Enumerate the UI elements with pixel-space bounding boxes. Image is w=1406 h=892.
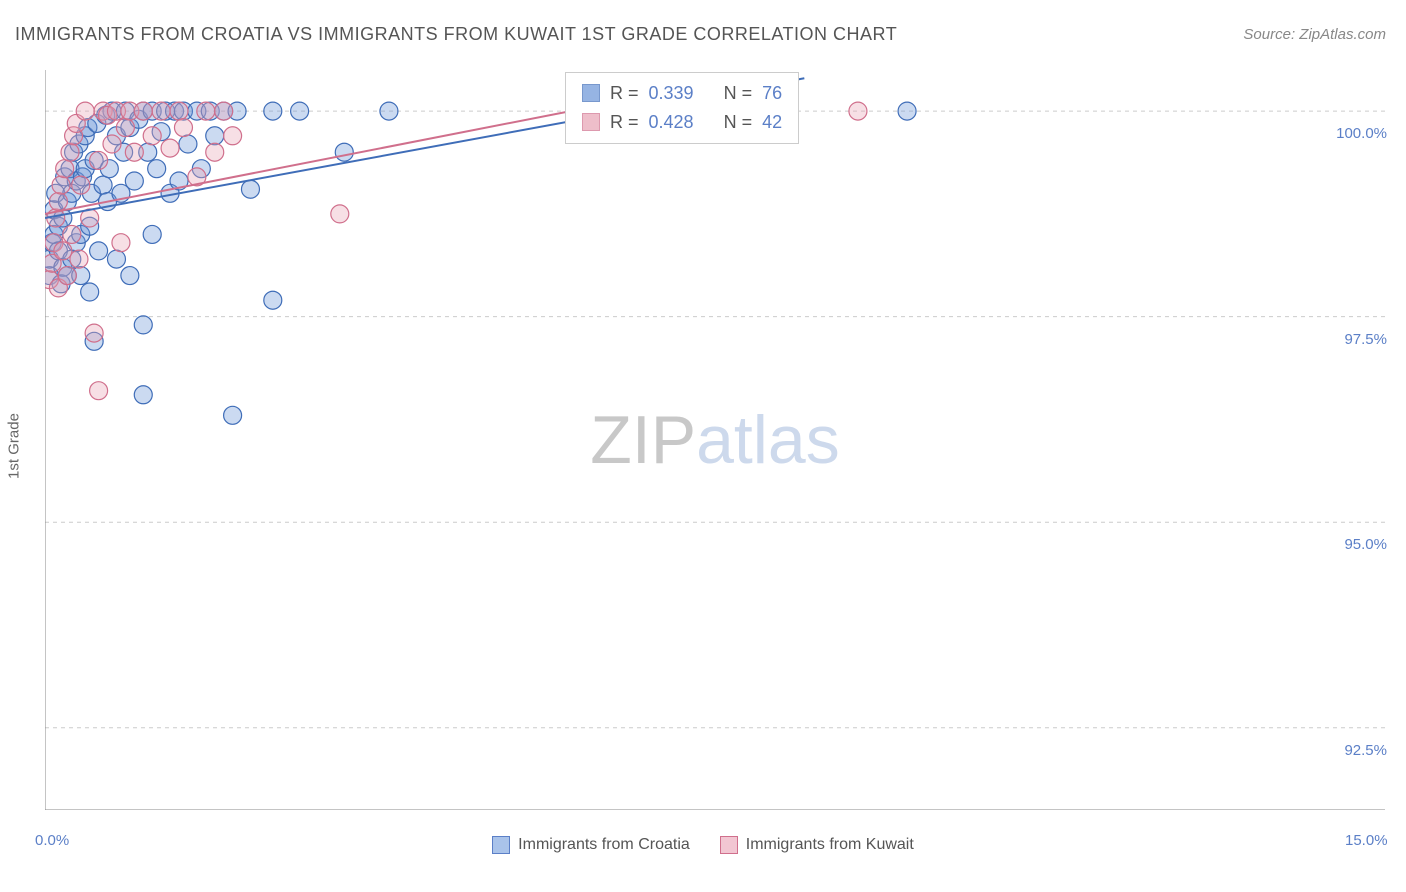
stats-row: R = 0.339 N = 76: [582, 79, 782, 108]
y-axis-label: 1st Grade: [6, 413, 23, 479]
n-label: N =: [724, 108, 753, 137]
r-value: 0.339: [649, 79, 694, 108]
n-value: 76: [762, 79, 782, 108]
legend-item: Immigrants from Kuwait: [720, 836, 914, 854]
legend-swatch: [720, 836, 738, 854]
bottom-legend: Immigrants from Croatia Immigrants from K…: [0, 836, 1406, 854]
r-value: 0.428: [649, 108, 694, 137]
legend-swatch: [582, 84, 600, 102]
source-link[interactable]: ZipAtlas.com: [1299, 26, 1386, 43]
legend-swatch: [582, 113, 600, 131]
n-value: 42: [762, 108, 782, 137]
y-tick-label: 92.5%: [1344, 742, 1387, 759]
chart-title: IMMIGRANTS FROM CROATIA VS IMMIGRANTS FR…: [15, 24, 897, 45]
chart-area: ZIPatlas R = 0.339 N = 76 R = 0.428 N = …: [45, 70, 1385, 810]
n-label: N =: [724, 79, 753, 108]
legend-label: Immigrants from Kuwait: [746, 836, 914, 854]
scatter-plot: [45, 70, 1385, 810]
legend-item: Immigrants from Croatia: [492, 836, 690, 854]
stats-legend-box: R = 0.339 N = 76 R = 0.428 N = 42: [565, 72, 799, 144]
legend-swatch: [492, 836, 510, 854]
r-label: R =: [610, 79, 639, 108]
stats-row: R = 0.428 N = 42: [582, 108, 782, 137]
source-attribution: Source: ZipAtlas.com: [1243, 26, 1386, 43]
r-label: R =: [610, 108, 639, 137]
y-tick-label: 95.0%: [1344, 536, 1387, 553]
legend-label: Immigrants from Croatia: [518, 836, 690, 854]
y-tick-label: 97.5%: [1344, 331, 1387, 348]
source-label: Source:: [1243, 26, 1295, 43]
y-tick-label: 100.0%: [1336, 125, 1387, 142]
